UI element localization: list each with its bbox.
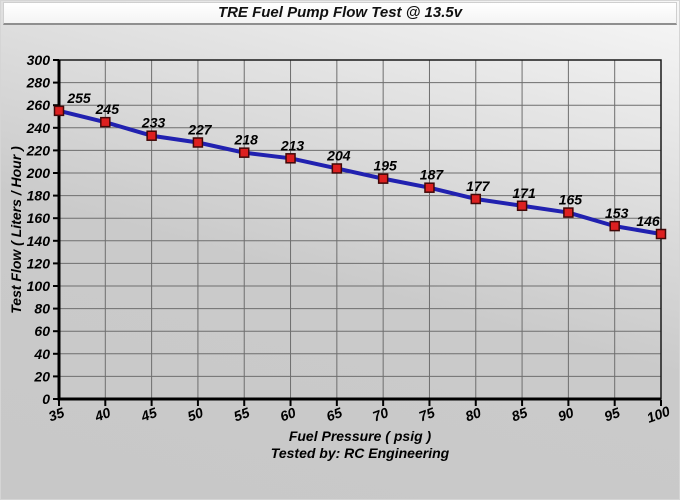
data-point-label: 245 bbox=[95, 101, 120, 117]
data-point-marker bbox=[655, 228, 667, 240]
y-tick-label: 100 bbox=[27, 278, 51, 294]
y-tick-label: 200 bbox=[26, 165, 51, 181]
y-tick-label: 260 bbox=[26, 97, 51, 113]
data-point-marker bbox=[331, 163, 343, 174]
y-tick-label: 180 bbox=[27, 188, 51, 204]
x-tick-label: 100 bbox=[645, 403, 673, 426]
data-point-marker bbox=[238, 147, 250, 158]
series-line bbox=[57, 108, 663, 237]
data-point-label: 177 bbox=[466, 178, 491, 194]
data-point-marker bbox=[53, 105, 65, 117]
data-point-label: 195 bbox=[373, 158, 397, 174]
x-tick-label: 55 bbox=[231, 404, 251, 424]
x-tick-label: 35 bbox=[46, 404, 66, 424]
y-tick-label: 160 bbox=[27, 210, 51, 226]
y-tick-label: 0 bbox=[42, 391, 50, 407]
data-point-marker bbox=[563, 207, 574, 218]
y-tick-label: 40 bbox=[33, 346, 50, 362]
y-tick-label: 300 bbox=[27, 52, 51, 68]
x-tick-label: 50 bbox=[185, 404, 205, 424]
y-tick-label: 80 bbox=[34, 301, 50, 317]
data-point-marker bbox=[285, 153, 296, 164]
x-tick-label: 90 bbox=[556, 404, 576, 424]
data-point-marker bbox=[146, 130, 157, 141]
data-point-label: 204 bbox=[326, 147, 351, 163]
data-point-label: 218 bbox=[234, 132, 259, 148]
x-tick-label: 85 bbox=[509, 404, 529, 424]
y-tick-label: 140 bbox=[27, 233, 51, 249]
x-tick-label: 45 bbox=[138, 404, 159, 425]
x-tick-label: 75 bbox=[417, 404, 437, 424]
data-point-marker bbox=[609, 220, 620, 232]
plot-border bbox=[58, 59, 662, 400]
data-point-marker bbox=[516, 200, 528, 212]
x-tick-label: 60 bbox=[278, 404, 298, 424]
data-point-marker bbox=[424, 182, 435, 193]
data-point-label: 213 bbox=[280, 137, 305, 153]
chart-title-bar: TRE Fuel Pump Flow Test @ 13.5v bbox=[3, 2, 677, 25]
x-axis-title: Fuel Pressure ( psig ) bbox=[288, 428, 432, 444]
y-tick-label: 120 bbox=[27, 255, 51, 271]
x-tick-label: 95 bbox=[602, 404, 622, 424]
data-point-label: 146 bbox=[636, 213, 660, 229]
data-point-label: 153 bbox=[605, 205, 629, 221]
data-point-marker bbox=[377, 173, 389, 184]
tested-by-note: Tested by: RC Engineering bbox=[270, 445, 450, 461]
data-point-label: 233 bbox=[141, 115, 166, 131]
y-tick-label: 60 bbox=[34, 323, 50, 339]
x-tick-label: 80 bbox=[463, 404, 483, 424]
data-point-marker bbox=[100, 116, 111, 128]
data-point-label: 171 bbox=[512, 185, 536, 201]
y-tick-label: 20 bbox=[33, 368, 50, 384]
x-tick-label: 65 bbox=[324, 404, 344, 424]
data-point-label: 227 bbox=[187, 121, 213, 137]
data-point-marker bbox=[192, 137, 204, 148]
y-tick-label: 220 bbox=[26, 142, 51, 158]
x-tick-label: 70 bbox=[370, 404, 390, 424]
y-tick-label: 240 bbox=[26, 120, 51, 136]
data-point-marker bbox=[470, 193, 482, 205]
x-tick-label: 40 bbox=[92, 404, 113, 425]
data-point-label: 255 bbox=[66, 90, 91, 106]
chart-title: TRE Fuel Pump Flow Test @ 13.5v bbox=[217, 4, 463, 21]
data-point-label: 187 bbox=[420, 167, 445, 183]
data-point-label: 165 bbox=[559, 192, 583, 208]
y-tick-label: 280 bbox=[26, 75, 51, 91]
